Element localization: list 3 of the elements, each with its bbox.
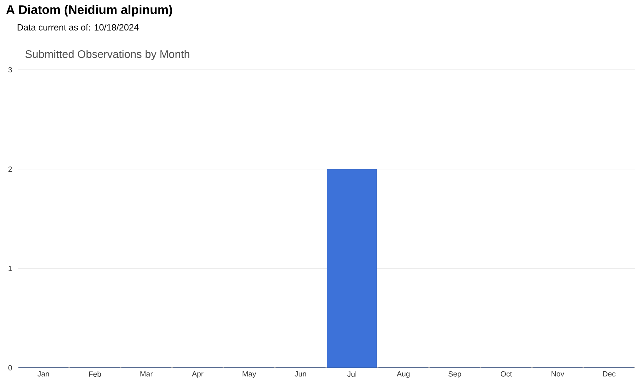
chart-subtitle: Data current as of: 10/18/2024 [18, 24, 139, 31]
text: Submitted Observations by Month [26, 50, 190, 60]
chart-title: A Diatom (Neidium alpinum) [6, 5, 172, 17]
